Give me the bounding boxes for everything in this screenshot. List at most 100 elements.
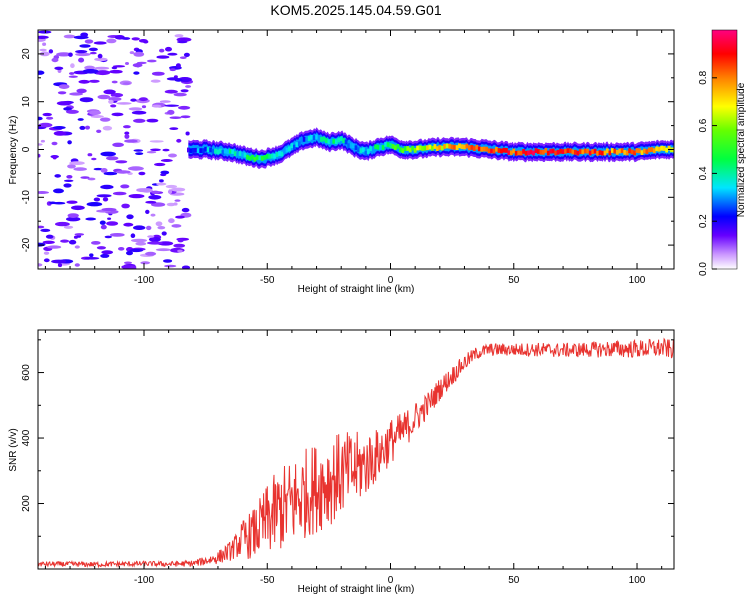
noise-blob: [89, 110, 101, 115]
signal-core: [460, 144, 464, 150]
signal-core: [583, 148, 587, 154]
signal-core: [490, 148, 493, 154]
signal-core: [551, 148, 555, 154]
signal-core: [312, 135, 316, 141]
y-tick-label: 200: [21, 495, 32, 512]
noise-blob: [77, 118, 84, 121]
signal-core: [569, 148, 572, 154]
noise-blob: [79, 44, 91, 48]
signal-core: [219, 148, 222, 154]
noise-blob: [164, 264, 177, 268]
noise-blob: [150, 213, 156, 217]
noise-blob: [160, 159, 173, 162]
noise-blob: [80, 32, 89, 37]
noise-blob: [178, 105, 191, 110]
noise-blob: [63, 179, 74, 182]
signal-core: [647, 147, 651, 153]
signal-core: [541, 149, 545, 155]
signal-core: [268, 154, 272, 159]
signal-core: [322, 136, 326, 142]
noise-blob: [129, 51, 135, 55]
signal-core: [408, 147, 412, 153]
signal-core: [251, 154, 254, 160]
signal-core: [554, 150, 558, 156]
signal-core: [611, 148, 614, 153]
signal-core: [334, 139, 338, 145]
noise-blob: [160, 170, 170, 175]
noise-blob: [168, 189, 173, 195]
noise-blob: [169, 127, 179, 130]
signal-core: [625, 150, 629, 156]
snr-frame: [37, 329, 675, 570]
noise-blob: [181, 207, 190, 213]
noise-blob: [130, 233, 136, 238]
noise-blob: [121, 203, 130, 209]
noise-blob: [46, 116, 54, 120]
noise-blob: [38, 263, 43, 267]
noise-blob: [103, 171, 118, 176]
signal-core: [628, 148, 631, 154]
signal-core: [438, 145, 442, 150]
noise-blob: [63, 225, 74, 229]
signal-core: [339, 136, 343, 142]
noise-blob: [168, 218, 175, 224]
signal-core: [578, 149, 582, 154]
noise-blob: [109, 233, 125, 237]
signal-core: [371, 147, 375, 152]
noise-blob: [128, 194, 145, 199]
signal-core: [396, 144, 400, 149]
noise-blob: [131, 37, 140, 41]
signal-core: [603, 150, 607, 156]
noise-blob: [53, 131, 67, 136]
snr-x-axis: -100 -50 0 50 100: [44, 330, 663, 586]
noise-blob: [112, 142, 124, 147]
signal-core: [253, 156, 257, 162]
signal-core: [601, 150, 604, 156]
noise-blob: [85, 125, 90, 130]
signal-core: [206, 147, 210, 152]
noise-blob: [146, 225, 152, 231]
y-tick-label: 400: [21, 429, 32, 446]
noise-blob: [40, 139, 46, 143]
signal-core: [591, 149, 595, 154]
signal-core: [455, 145, 459, 150]
signal-core: [364, 150, 368, 156]
noise-blob: [131, 238, 147, 243]
noise-blob: [69, 161, 85, 166]
noise-blob: [88, 47, 98, 52]
noise-blob: [126, 214, 134, 220]
noise-blob: [116, 102, 132, 105]
noise-blob: [95, 70, 111, 76]
signal-core: [480, 146, 484, 152]
signal-core: [549, 148, 553, 154]
signal-core: [561, 149, 565, 154]
signal-core: [618, 148, 622, 154]
x-tick-label: 100: [629, 575, 646, 586]
signal-core: [544, 148, 548, 153]
noise-blob: [133, 149, 144, 152]
noise-blob: [168, 153, 177, 158]
noise-blob: [52, 201, 66, 205]
noise-blob: [38, 70, 45, 75]
signal-core: [342, 138, 346, 143]
noise-blob: [100, 168, 108, 173]
noise-blob: [162, 148, 170, 152]
noise-blob: [68, 239, 77, 245]
signal-core: [559, 148, 562, 154]
signal-core: [305, 137, 309, 142]
noise-blob: [76, 235, 82, 238]
signal-core: [643, 148, 646, 154]
noise-blob: [128, 107, 143, 111]
noise-blob: [123, 82, 131, 85]
noise-blob: [70, 63, 75, 69]
noise-blob: [76, 88, 87, 94]
signal-core: [519, 150, 523, 156]
noise-blob: [93, 197, 101, 202]
noise-blob: [66, 216, 81, 222]
y-tick-label: 10: [21, 96, 32, 108]
signal-core: [317, 135, 321, 140]
noise-blob: [69, 92, 83, 96]
signal-core: [416, 145, 419, 151]
signal-core: [421, 146, 424, 151]
noise-blob: [150, 79, 161, 83]
